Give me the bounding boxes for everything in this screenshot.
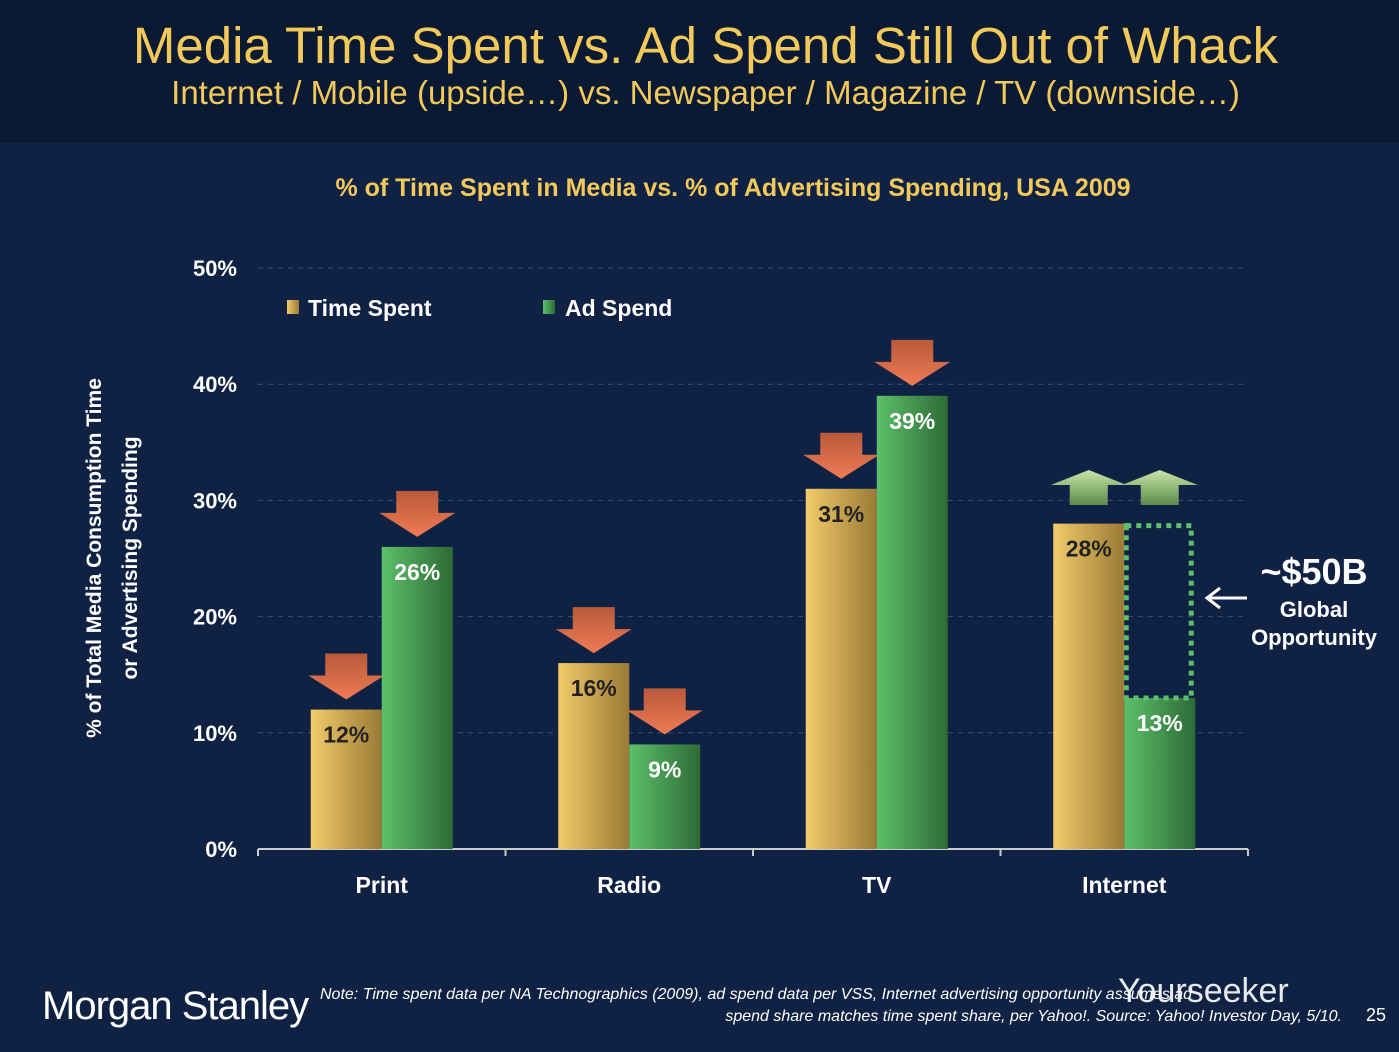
chart-title: % of Time Spent in Media vs. % of Advert… [335, 174, 1130, 202]
footnote-line2: spend share matches time spent share, pe… [725, 1008, 1342, 1025]
morgan-stanley-logo: Morgan Stanley [42, 984, 309, 1028]
data-label: 28% [1066, 536, 1112, 562]
bar-time-spent [1053, 523, 1125, 849]
slide-subtitle: Internet / Mobile (upside…) vs. Newspape… [171, 74, 1240, 111]
legend-swatch-ad-spend [543, 300, 555, 314]
x-tick-label: Print [356, 872, 409, 898]
down-arrow-icon [555, 607, 632, 654]
y-axis-label-line2: or Advertising Spending [119, 436, 142, 679]
down-arrow-icon [379, 490, 456, 537]
y-tick-label: 30% [193, 488, 237, 513]
data-label: 12% [323, 722, 369, 748]
up-arrow-icon [1050, 470, 1127, 506]
data-label: 26% [394, 559, 440, 585]
y-tick-label: 10% [193, 721, 237, 746]
down-arrow-icon [308, 653, 385, 700]
legend-label-ad-spend: Ad Spend [565, 295, 672, 321]
x-tick-label: TV [862, 872, 892, 898]
data-label: 13% [1137, 710, 1183, 736]
y-axis-label-line1: % of Total Media Consumption Time [83, 378, 106, 738]
bar-ad-spend [381, 546, 453, 849]
y-tick-label: 0% [205, 837, 237, 862]
down-arrow-icon [803, 432, 880, 479]
x-tick-label: Internet [1082, 872, 1167, 898]
x-tick-label: Radio [597, 872, 661, 898]
bar-ad-spend [1124, 697, 1196, 849]
bar-ad-spend [876, 395, 948, 849]
y-tick-label: 20% [193, 605, 237, 630]
data-label: 39% [889, 408, 935, 434]
y-tick-label: 50% [193, 256, 237, 281]
bar-ad-spend [629, 744, 701, 849]
down-arrow-icon [874, 339, 951, 386]
bar-time-spent [310, 709, 382, 849]
data-label: 16% [571, 675, 617, 701]
opportunity-gap-outline [1123, 523, 1194, 701]
annotation-line1: Global [1280, 597, 1348, 622]
down-arrow-icon [626, 688, 703, 735]
bar-time-spent [558, 663, 630, 849]
slide-title: Media Time Spent vs. Ad Spend Still Out … [132, 17, 1279, 74]
legend-label-time-spent: Time Spent [308, 295, 432, 321]
page-number: 25 [1365, 1005, 1386, 1025]
up-arrow-icon [1121, 470, 1198, 506]
legend-swatch-time-spent [287, 300, 299, 314]
header [0, 0, 1399, 143]
bar-time-spent [805, 488, 877, 849]
y-tick-label: 40% [193, 372, 237, 397]
annotation-line2: Opportunity [1251, 625, 1378, 650]
footnote-line1: Note: Time spent data per NA Technograph… [320, 986, 1193, 1003]
data-label: 9% [648, 756, 681, 782]
watermark: Yourseeker [1118, 972, 1289, 1010]
annotation-value: ~$50B [1260, 551, 1367, 592]
left-arrow-icon [1204, 586, 1247, 610]
data-label: 31% [818, 501, 864, 527]
